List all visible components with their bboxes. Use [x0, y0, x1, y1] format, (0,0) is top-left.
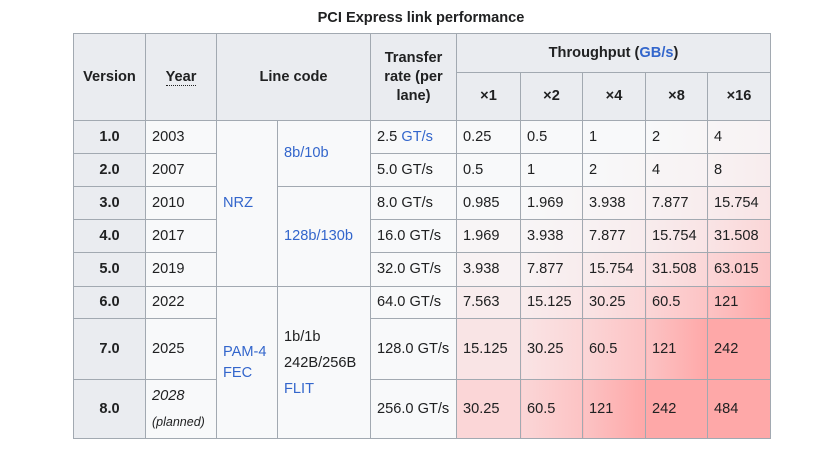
table-row: 1.0 2003 NRZ 8b/10b 2.5 GT/s 0.25 0.5 1 2 4 — [73, 120, 771, 287]
table-row: 8.0 2028 (planned) 256.0 GT/s 30.25 60.5 12… — [73, 379, 771, 439]
throughput-cell: 3.938 — [520, 219, 583, 253]
throughput-cell: 30.25 — [520, 318, 583, 380]
version-cell: 6.0 — [73, 286, 146, 319]
gbps-link[interactable]: GB/s — [639, 44, 674, 61]
gts-link[interactable]: GT/s — [401, 128, 433, 145]
header-throughput: Throughput (GB/s) — [456, 33, 771, 73]
line-code-128b130b: 128b/130b — [277, 186, 371, 287]
rate-cell: 8.0 GT/s — [370, 186, 457, 220]
throughput-cell: 15.125 — [456, 318, 521, 380]
throughput-cell: 121 — [645, 318, 708, 380]
throughput-cell: 0.985 — [456, 186, 521, 220]
throughput-cell: 15.754 — [582, 252, 646, 287]
header-year: Year — [145, 33, 217, 121]
version-cell: 5.0 — [73, 252, 146, 287]
header-line-code: Line code — [216, 33, 371, 121]
year-cell: 2003 — [145, 120, 217, 154]
year-cell: 2025 — [145, 318, 217, 380]
throughput-cell: 242 — [645, 379, 708, 439]
nrz-link[interactable]: NRZ — [223, 195, 253, 211]
128b130b-link[interactable]: 128b/130b — [284, 228, 353, 244]
line-code-nrz: NRZ — [216, 120, 278, 287]
line-code-flit: 1b/1b 242B/256B FLIT — [277, 286, 371, 439]
throughput-cell: 0.5 — [520, 120, 583, 154]
throughput-cell: 60.5 — [520, 379, 583, 439]
throughput-cell: 3.938 — [456, 252, 521, 287]
throughput-cell: 31.508 — [645, 252, 708, 287]
version-cell: 7.0 — [73, 318, 146, 380]
year-cell: 2022 — [145, 286, 217, 319]
header-version: Version — [73, 33, 146, 121]
throughput-cell: 30.25 — [582, 286, 646, 319]
throughput-cell: 484 — [707, 379, 771, 439]
line-code-pam4: PAM-4 FEC — [216, 286, 278, 439]
table-row: 3.0 2010 128b/130b 8.0 GT/s 0.985 1.969 3.… — [73, 186, 771, 287]
throughput-cell: 242 — [707, 318, 771, 380]
version-cell: 3.0 — [73, 186, 146, 220]
throughput-cell: 15.754 — [707, 186, 771, 220]
header-lane-x16: ×16 — [707, 72, 771, 121]
throughput-cell: 15.125 — [520, 286, 583, 319]
flit-link[interactable]: FLIT — [284, 380, 314, 397]
rate-cell: 2.5 GT/s — [370, 120, 457, 154]
throughput-cell: 7.877 — [520, 252, 583, 287]
version-cell: 2.0 — [73, 153, 146, 187]
throughput-cell: 1.969 — [520, 186, 583, 220]
throughput-cell: 4 — [645, 153, 708, 187]
table-row: 2.0 2007 5.0 GT/s 0.5 1 2 4 8 — [73, 153, 771, 187]
throughput-cell: 0.5 — [456, 153, 521, 187]
throughput-cell: 7.877 — [582, 219, 646, 253]
rate-cell: 5.0 GT/s — [370, 153, 457, 187]
table-row: 6.0 2022 PAM-4 FEC 1b/1b 242B/256B FLIT 64.… — [73, 286, 771, 439]
pcie-performance-table: Version Year Line code Transfer rate (pe… — [73, 33, 771, 439]
rate-cell: 64.0 GT/s — [370, 286, 457, 319]
header-lane-x2: ×2 — [520, 72, 583, 121]
throughput-cell: 1.969 — [456, 219, 521, 253]
fec-link[interactable]: FEC — [223, 364, 253, 381]
throughput-cell: 15.754 — [645, 219, 708, 253]
throughput-cell: 3.938 — [582, 186, 646, 220]
throughput-cell: 1 — [582, 120, 646, 154]
throughput-cell: 121 — [582, 379, 646, 439]
header-lane-x1: ×1 — [456, 72, 521, 121]
year-abbr[interactable]: Year — [165, 68, 197, 86]
throughput-cell: 2 — [582, 153, 646, 187]
line-code-8b10b: 8b/10b — [277, 120, 371, 187]
throughput-cell: 2 — [645, 120, 708, 154]
year-cell: 2010 — [145, 186, 217, 220]
throughput-cell: 7.563 — [456, 286, 521, 319]
table-row: 4.0 2017 16.0 GT/s 1.969 3.938 7.877 15.754… — [73, 219, 771, 253]
throughput-cell: 31.508 — [707, 219, 771, 253]
rate-cell: 32.0 GT/s — [370, 252, 457, 287]
throughput-cell: 121 — [707, 286, 771, 319]
rate-cell: 128.0 GT/s — [370, 318, 457, 380]
throughput-cell: 0.25 — [456, 120, 521, 154]
throughput-cell: 1 — [520, 153, 583, 187]
8b10b-link[interactable]: 8b/10b — [284, 145, 329, 161]
throughput-cell: 60.5 — [645, 286, 708, 319]
throughput-cell: 7.877 — [645, 186, 708, 220]
header-lane-x4: ×4 — [582, 72, 646, 121]
throughput-cell: 30.25 — [456, 379, 521, 439]
header-lane-x8: ×8 — [645, 72, 708, 121]
rate-cell: 256.0 GT/s — [370, 379, 457, 439]
version-cell: 4.0 — [73, 219, 146, 253]
throughput-cell: 8 — [707, 153, 771, 187]
year-cell: 2028 (planned) — [145, 379, 217, 439]
table-row: 5.0 2019 32.0 GT/s 3.938 7.877 15.754 31.50… — [73, 252, 771, 287]
table-caption: PCI Express link performance — [317, 10, 525, 26]
rate-cell: 16.0 GT/s — [370, 219, 457, 253]
version-cell: 1.0 — [73, 120, 146, 154]
throughput-cell: 4 — [707, 120, 771, 154]
table-row: 7.0 2025 128.0 GT/s 15.125 30.25 60.5 121 24… — [73, 318, 771, 380]
version-cell: 8.0 — [73, 379, 146, 439]
year-cell: 2019 — [145, 252, 217, 287]
pam4-link[interactable]: PAM-4 — [223, 343, 267, 360]
header-transfer-rate: Transfer rate (per lane) — [370, 33, 457, 121]
throughput-cell: 63.015 — [707, 252, 771, 287]
year-cell: 2017 — [145, 219, 217, 253]
year-cell: 2007 — [145, 153, 217, 187]
throughput-cell: 60.5 — [582, 318, 646, 380]
